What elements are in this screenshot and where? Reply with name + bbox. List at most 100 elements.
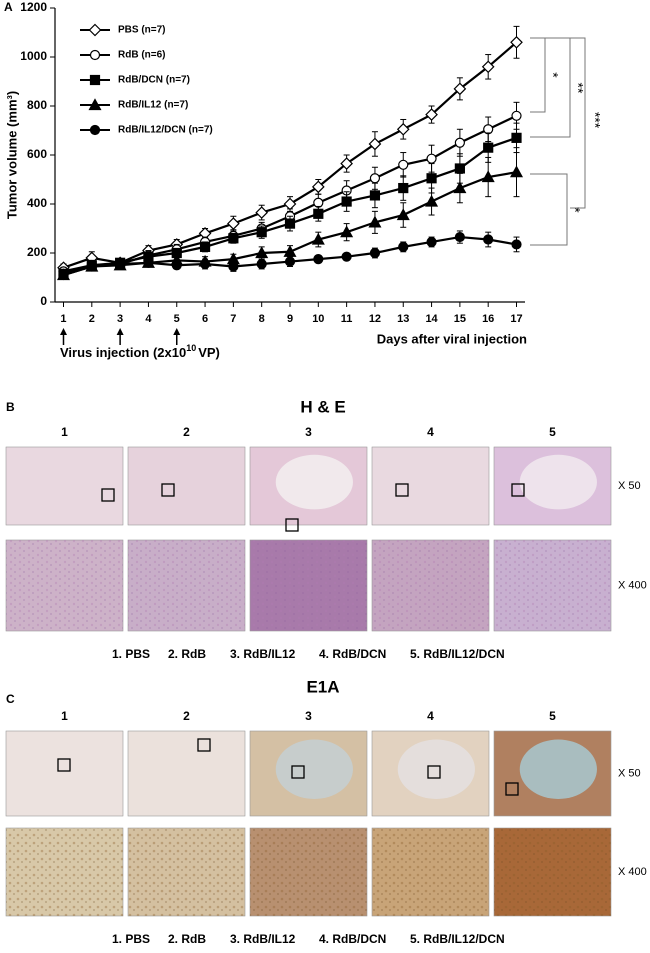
group-legend: 1. PBS xyxy=(112,647,150,661)
significance-label: * xyxy=(545,72,561,78)
x-tick-label: 7 xyxy=(230,313,236,325)
group-legend: 4. RdB/DCN xyxy=(319,932,386,946)
legend-marker xyxy=(89,124,101,136)
group-legend: 3. RdB/IL12 xyxy=(230,647,296,661)
marker xyxy=(256,227,267,238)
marker xyxy=(398,182,409,194)
column-label: 2 xyxy=(183,709,190,723)
micrograph-texture xyxy=(250,828,367,916)
marker xyxy=(509,165,524,178)
marker xyxy=(228,261,239,272)
significance-label: *** xyxy=(587,112,603,129)
row-label: X 400 xyxy=(618,579,647,591)
y-tick-label: 200 xyxy=(27,245,47,259)
marker xyxy=(425,108,438,121)
panel-label: C xyxy=(6,692,15,706)
x-tick-label: 8 xyxy=(259,313,265,325)
x-tick-label: 15 xyxy=(454,313,466,325)
marker xyxy=(511,239,522,250)
marker xyxy=(454,231,465,243)
micrograph-texture xyxy=(494,828,611,916)
x-tick-label: 17 xyxy=(510,313,522,325)
micrograph-texture xyxy=(6,828,123,916)
inset-box xyxy=(291,765,305,779)
micrograph-texture xyxy=(372,828,489,916)
legend-marker xyxy=(88,23,102,37)
marker xyxy=(454,137,465,148)
y-axis-label: Tumor volume (mm³) xyxy=(4,91,19,219)
group-legend: 2. RdB xyxy=(168,647,206,661)
group-legend: 5. RdB/IL12/DCN xyxy=(410,932,505,946)
marker xyxy=(368,137,382,151)
marker xyxy=(453,82,467,96)
marker xyxy=(426,173,437,184)
y-tick-label: 400 xyxy=(27,196,47,210)
injection-label: Virus injection (2x1010 VP) xyxy=(60,343,220,360)
legend-label: RdB (n=6) xyxy=(118,50,166,61)
marker xyxy=(283,197,297,211)
significance-bracket xyxy=(530,173,568,246)
legend-marker xyxy=(89,74,101,86)
inset-box xyxy=(197,738,211,752)
marker xyxy=(483,142,494,153)
group-legend: 3. RdB/IL12 xyxy=(230,932,296,946)
marker xyxy=(227,217,240,230)
marker xyxy=(396,122,410,136)
legend-label: RdB/DCN (n=7) xyxy=(118,75,190,86)
marker xyxy=(115,258,126,270)
injection-label-part: 10 xyxy=(186,343,196,353)
x-tick-label: 14 xyxy=(425,313,438,325)
significance-bracket xyxy=(530,37,546,113)
marker xyxy=(143,257,154,268)
panel-label: B xyxy=(6,400,15,414)
marker xyxy=(255,246,269,259)
marker xyxy=(311,180,325,194)
significance-bracket xyxy=(530,37,571,138)
injection-arrowhead xyxy=(59,328,67,335)
marker xyxy=(425,194,439,207)
legend-label: PBS (n=7) xyxy=(118,25,166,36)
marker xyxy=(284,218,296,229)
column-label: 1 xyxy=(61,709,68,723)
marker xyxy=(481,60,495,74)
marker xyxy=(368,215,382,228)
marker xyxy=(311,232,325,245)
injection-arrowhead xyxy=(116,328,124,335)
x-tick-label: 1 xyxy=(60,313,66,325)
column-label: 1 xyxy=(61,425,68,439)
x-tick-label: 10 xyxy=(312,313,324,325)
column-label: 3 xyxy=(305,709,312,723)
legend-label: RdB/IL12 (n=7) xyxy=(118,100,188,111)
x-tick-label: 16 xyxy=(482,313,494,325)
marker xyxy=(454,163,465,174)
marker xyxy=(396,208,410,221)
marker xyxy=(313,208,324,219)
marker xyxy=(341,251,352,262)
significance-label: * xyxy=(567,207,583,213)
marker xyxy=(426,153,437,164)
column-label: 5 xyxy=(549,425,556,439)
group-legend: 1. PBS xyxy=(112,932,150,946)
marker xyxy=(510,35,523,49)
micrograph-region xyxy=(519,454,597,510)
micrograph-low xyxy=(127,446,246,526)
marker xyxy=(453,181,467,194)
y-tick-label: 800 xyxy=(27,98,47,112)
panel-title: H & E xyxy=(300,397,345,416)
x-axis-label: Days after viral injection xyxy=(377,331,527,346)
micrograph-region xyxy=(275,454,353,510)
micrograph-low xyxy=(371,446,490,526)
micrograph-region xyxy=(519,739,597,799)
marker xyxy=(255,206,269,219)
inset-box xyxy=(511,483,525,497)
x-tick-label: 2 xyxy=(89,313,95,325)
row-label: X 400 xyxy=(618,866,647,878)
marker xyxy=(369,247,381,259)
marker xyxy=(481,170,495,183)
x-tick-label: 11 xyxy=(341,313,353,325)
row-label: X 50 xyxy=(618,480,641,492)
micrograph-texture xyxy=(250,540,367,631)
micrograph-region xyxy=(275,739,353,799)
inset-box xyxy=(505,782,519,796)
micrograph-texture xyxy=(372,540,489,631)
